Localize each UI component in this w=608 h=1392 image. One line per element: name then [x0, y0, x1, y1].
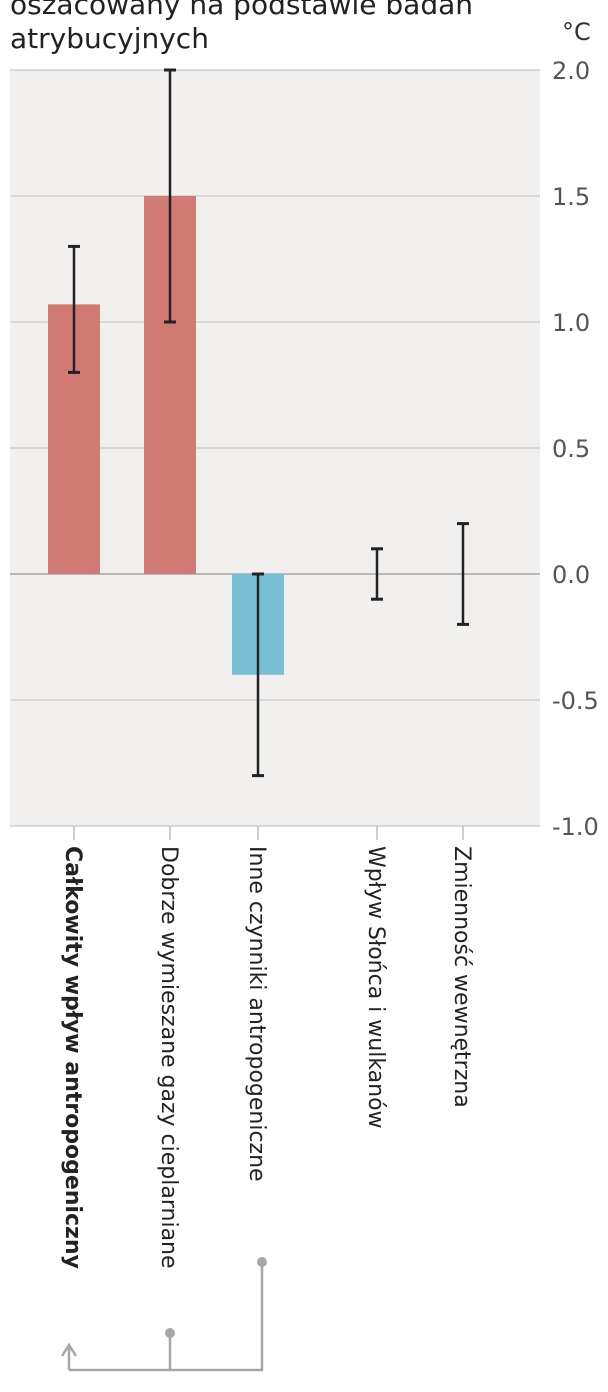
y-tick-label: 0.5 [552, 435, 590, 463]
bracket-dot [165, 1328, 175, 1338]
chart-title-line-2: atrybucyjnych [10, 22, 209, 55]
y-axis: 2.0 1.5 1.0 0.5 0.0 -0.5 -1.0 [552, 57, 599, 841]
y-tick-label: -0.5 [552, 687, 599, 715]
bracket-arrowhead [60, 1342, 78, 1357]
category-label: Całkowity wpływ antropogeniczny [60, 846, 85, 1269]
error-bar [164, 68, 176, 324]
category-labels: Całkowity wpływ antropogeniczny Dobrze wy… [60, 846, 474, 1269]
category-ticks [73, 826, 464, 840]
error-bar [68, 244, 80, 374]
chart-title-line-1: oszacowany na podstawie badań [10, 0, 473, 21]
chart-title: oszacowany na podstawie badań atrybucyjn… [10, 0, 550, 56]
error-bar [457, 522, 469, 626]
bracket-lines [67, 1260, 264, 1372]
y-tick-label: 1.0 [552, 309, 590, 337]
category-label: Dobrze wymieszane gazy cieplarniane [156, 846, 181, 1269]
unit-label: °C [562, 18, 591, 46]
error-bars [68, 68, 469, 778]
category-label: Zmienność wewnętrzna [449, 846, 474, 1108]
y-tick-label: -1.0 [552, 813, 599, 841]
y-tick-label: 1.5 [552, 183, 590, 211]
y-tick-label: 2.0 [552, 57, 590, 85]
error-bar [371, 547, 383, 601]
error-bar [252, 572, 264, 778]
y-tick-label: 0.0 [552, 561, 590, 589]
grouping-bracket [60, 1257, 267, 1372]
bracket-dot [257, 1257, 267, 1267]
category-label: Wpływ Słońca i wulkanów [363, 846, 388, 1129]
category-label: Inne czynniki antropogeniczne [244, 846, 269, 1182]
